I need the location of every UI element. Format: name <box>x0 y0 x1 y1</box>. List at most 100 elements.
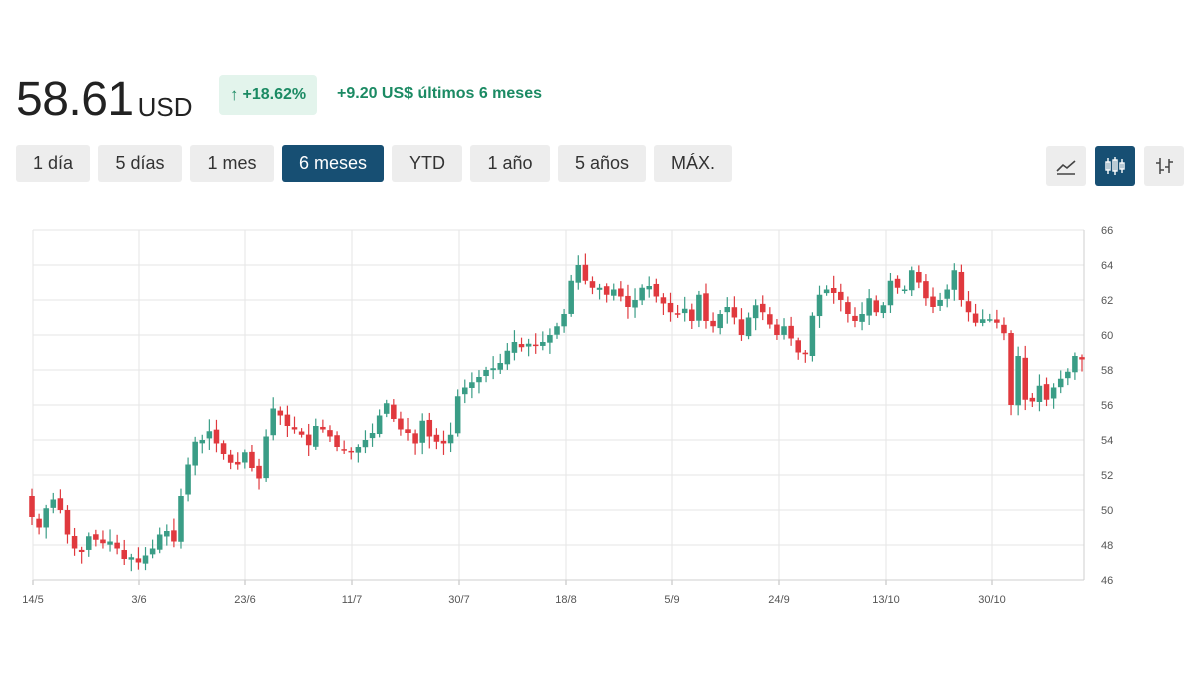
candle-body <box>320 426 326 430</box>
candle-body <box>916 271 922 283</box>
candle-body <box>873 300 880 313</box>
candle-body <box>653 283 660 297</box>
candle-body <box>625 295 631 307</box>
range-button-1d[interactable]: 1 día <box>16 145 90 182</box>
candle-body <box>256 465 262 479</box>
candle-body <box>277 410 284 416</box>
candle-body <box>291 427 298 430</box>
candle-body <box>731 307 738 318</box>
candle-body <box>135 558 142 563</box>
candle-body <box>1029 397 1036 402</box>
candle-body <box>759 303 766 313</box>
x-tick-label: 5/9 <box>664 594 679 606</box>
candle-body <box>745 317 752 337</box>
candle-body <box>908 270 915 291</box>
candle-body <box>327 430 333 437</box>
candle-body <box>603 286 610 295</box>
candle-body <box>781 326 787 335</box>
range-button-5y[interactable]: 5 años <box>558 145 646 182</box>
candle-body <box>901 289 908 291</box>
range-button-1y[interactable]: 1 año <box>470 145 550 182</box>
x-tick-label: 30/10 <box>978 594 1006 606</box>
candle-body <box>618 288 624 297</box>
candle-body <box>1036 385 1043 402</box>
y-tick-label: 56 <box>1101 400 1113 412</box>
candle-body <box>178 496 184 542</box>
candle-body <box>263 436 269 479</box>
ohlc-bars-button[interactable] <box>1144 146 1184 186</box>
range-button-5d[interactable]: 5 días <box>98 145 182 182</box>
candle-body <box>972 313 979 323</box>
candle-body <box>100 539 106 544</box>
candle-body <box>518 344 525 348</box>
candle-body <box>313 426 319 447</box>
candle-body <box>504 350 511 365</box>
candle-body <box>1022 357 1029 400</box>
y-tick-label: 62 <box>1101 295 1113 307</box>
candle-body <box>681 308 688 314</box>
candle-body <box>511 342 518 353</box>
x-tick-label: 14/5 <box>22 594 43 606</box>
candle-body <box>752 305 759 319</box>
percent-change-badge: ↑ +18.62% <box>219 75 318 115</box>
candle-body <box>213 429 220 444</box>
price-quote: 58.61 USD <box>16 68 193 124</box>
candle-body <box>376 415 383 435</box>
x-tick-label: 24/9 <box>768 594 789 606</box>
x-tick-label: 30/7 <box>448 594 469 606</box>
y-tick-label: 54 <box>1101 435 1113 447</box>
candle-body <box>270 408 276 436</box>
candle-body <box>802 352 809 355</box>
candle-body <box>249 451 255 468</box>
candle-body <box>149 548 156 555</box>
candle-body <box>568 280 574 314</box>
candle-body <box>859 314 865 322</box>
candle-body <box>206 431 213 439</box>
candle-body <box>816 294 823 317</box>
candlestick-chart-button[interactable] <box>1095 146 1135 186</box>
y-tick-label: 50 <box>1101 505 1113 517</box>
percent-change-value: +18.62% <box>242 86 307 103</box>
candle-body <box>440 440 447 444</box>
candle-body <box>1079 357 1085 360</box>
candle-body <box>497 363 504 370</box>
candle-body <box>610 289 617 296</box>
range-button-ytd[interactable]: YTD <box>392 145 462 182</box>
x-tick-label: 11/7 <box>342 594 363 606</box>
candle-body <box>462 387 468 395</box>
candle-body <box>341 449 347 451</box>
candlestick-chart[interactable]: 46 48 50 52 54 56 58 60 62 64 66 14/5 3/6 23/6 11/7 30/… <box>0 215 1200 615</box>
candle-body <box>362 440 369 448</box>
candle-body <box>987 319 993 321</box>
candle-body <box>412 433 418 444</box>
candle-body <box>930 296 936 307</box>
candle-body <box>50 499 57 508</box>
candle-body <box>405 429 411 433</box>
candle-body <box>1050 387 1057 399</box>
candle-body <box>788 325 794 339</box>
candle-body <box>419 420 425 443</box>
candle-body <box>242 452 248 463</box>
candle-body <box>809 315 816 357</box>
range-button-1m[interactable]: 1 mes <box>190 145 274 182</box>
line-chart-button[interactable] <box>1046 146 1086 186</box>
candle-body <box>43 508 49 528</box>
candle-body <box>547 335 553 343</box>
range-button-max[interactable]: MÁX. <box>654 145 732 182</box>
candle-body <box>383 403 390 414</box>
candle-body <box>774 324 780 335</box>
range-button-6m[interactable]: 6 meses <box>282 145 384 182</box>
candle-body <box>575 265 582 283</box>
candle-body <box>36 518 42 528</box>
candle-body <box>93 534 99 540</box>
candle-body <box>703 293 709 321</box>
candle-body <box>29 496 35 517</box>
candle-body <box>937 300 943 306</box>
candle-body <box>1015 356 1021 406</box>
candle-body <box>483 370 489 377</box>
candle-body <box>391 404 397 419</box>
y-tick-label: 52 <box>1101 470 1113 482</box>
candle-body <box>78 549 85 552</box>
currency-label: USD <box>137 92 193 122</box>
candle-body <box>185 464 191 495</box>
